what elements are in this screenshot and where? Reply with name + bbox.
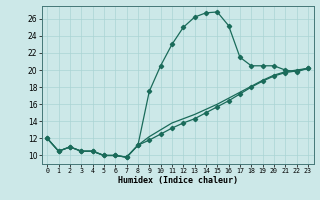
X-axis label: Humidex (Indice chaleur): Humidex (Indice chaleur) (118, 176, 237, 185)
